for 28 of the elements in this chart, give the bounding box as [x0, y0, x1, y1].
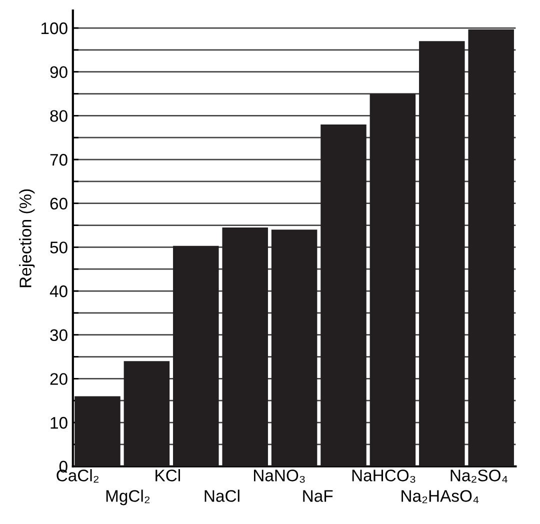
bar: [419, 41, 465, 466]
y-tick-label: 100: [42, 22, 68, 34]
y-axis-title: Rejection (%): [19, 189, 35, 288]
y-tick-label: 20: [50, 373, 68, 385]
x-tick-label: Na₂SO₄: [450, 470, 508, 483]
bar: [222, 227, 268, 466]
y-tick-label: 60: [50, 198, 68, 210]
x-tick-label: NaF: [303, 490, 333, 502]
bar: [468, 29, 514, 466]
x-tick-label: NaNO₃: [254, 470, 305, 483]
y-tick-label: 40: [50, 285, 68, 298]
bar: [370, 94, 416, 466]
y-tick-label: 30: [50, 329, 68, 342]
bar: [74, 396, 120, 466]
bar: [173, 246, 219, 466]
bar: [320, 124, 366, 466]
x-tick-label: NaCl: [204, 490, 240, 502]
x-tick-label: Na₂HAsO₄: [402, 490, 479, 504]
y-tick-label: 90: [50, 66, 68, 78]
bar: [271, 230, 318, 466]
x-tick-label: MgCl₂: [106, 490, 150, 506]
x-tick-label: KCl: [156, 469, 180, 482]
y-tick-label: 50: [50, 242, 68, 254]
bar: [124, 361, 170, 466]
y-tick-label: 80: [50, 110, 68, 122]
y-tick-label: 70: [50, 154, 68, 166]
x-tick-label: NaHCO₃: [352, 470, 416, 483]
y-tick-label: 10: [50, 416, 68, 429]
